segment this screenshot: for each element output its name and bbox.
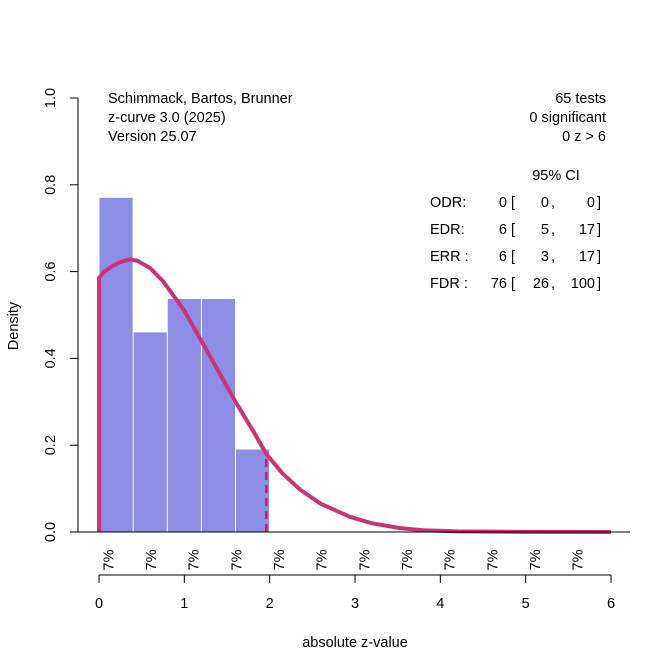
credit-line-version-year: z-curve 3.0 (2025) (108, 110, 226, 126)
stats-row-err: ERR : 6[3, 17] (430, 249, 601, 265)
stats-row-fdr: FDR : 76[26, 100] (430, 276, 601, 292)
bin-percent-label: 7% (315, 549, 331, 570)
y-tick-label: 0.6 (43, 262, 59, 282)
bin-percent-label: 7% (101, 549, 117, 570)
ci-comma: , (551, 249, 555, 265)
x-tick-label: 6 (607, 596, 615, 612)
ci-close-bracket: ] (597, 222, 601, 238)
y-axis-label: Density (6, 301, 22, 350)
ci-lower: 26 (533, 276, 549, 292)
ci-close-bracket: ] (597, 276, 601, 292)
ci-close-bracket: ] (597, 195, 601, 211)
histogram-bar (167, 298, 201, 532)
stat-label: EDR: (430, 222, 465, 238)
tests-count: 65 tests (555, 91, 606, 107)
ci-lower: 3 (541, 249, 549, 265)
ci-comma: , (551, 195, 555, 211)
y-tick-label: 0.4 (43, 348, 59, 368)
stat-label: ERR : (430, 249, 469, 265)
histogram-bar (236, 449, 270, 532)
x-tick-label: 1 (180, 596, 188, 612)
bin-percent-label: 7% (485, 549, 501, 570)
bin-percent-label: 7% (443, 549, 459, 570)
stat-label: ODR: (430, 195, 466, 211)
ci-upper: 17 (579, 249, 595, 265)
ci-upper: 17 (579, 222, 595, 238)
ci-lower: 5 (541, 222, 549, 238)
x-tick-label: 0 (95, 596, 103, 612)
ci-open-bracket: [ (511, 222, 515, 238)
axes: 0.0 0.2 0.4 0.6 0.8 1.0 0 1 2 3 4 5 6 (43, 88, 630, 612)
y-tick-label: 0.2 (43, 435, 59, 455)
y-tick-label: 1.0 (43, 88, 59, 108)
credit-line-build: Version 25.07 (108, 129, 197, 145)
credit-line-authors: Schimmack, Bartos, Brunner (108, 91, 293, 107)
stat-value: 6 (499, 222, 507, 238)
bin-percent-label: 7% (144, 549, 160, 570)
stat-value: 76 (491, 276, 507, 292)
stat-value: 0 (499, 195, 507, 211)
y-tick-label: 0.8 (43, 175, 59, 195)
ci-open-bracket: [ (511, 249, 515, 265)
stats-row-edr: EDR: 6[5, 17] (430, 222, 601, 238)
ci-header: 95% CI (532, 168, 580, 184)
density-curve-layer (97, 257, 612, 534)
ci-open-bracket: [ (511, 195, 515, 211)
z-over-6-count: 0 z > 6 (562, 129, 606, 145)
x-tick-label: 4 (436, 596, 444, 612)
stats-table: ODR: 0[0, 0]EDR: 6[5, 17]ERR :6[3, 17]FDR :76… (430, 195, 601, 292)
histogram-bars (99, 197, 270, 532)
stats-row-odr: ODR: 0[0, 0] (430, 195, 601, 211)
bin-percent-label: 7% (528, 549, 544, 570)
x-tick-label: 5 (522, 596, 530, 612)
histogram-bar (201, 298, 236, 532)
ci-open-bracket: [ (511, 276, 515, 292)
stat-label: FDR : (430, 276, 468, 292)
ci-lower: 0 (541, 195, 549, 211)
ci-comma: , (551, 276, 555, 292)
ci-comma: , (551, 222, 555, 238)
x-tick-label: 2 (266, 596, 274, 612)
ci-upper: 100 (571, 276, 595, 292)
bin-percent-label: 7% (272, 549, 288, 570)
bin-percent-label: 7% (400, 549, 416, 570)
credits-annotation: Schimmack, Bartos, Brunner z-curve 3.0 (… (108, 91, 293, 145)
ci-upper: 0 (587, 195, 595, 211)
bin-percent-label: 7% (571, 549, 587, 570)
histogram-bar (99, 197, 133, 532)
density-curve (97, 257, 612, 534)
significant-count: 0 significant (529, 110, 606, 126)
bin-percent-label: 7% (357, 549, 373, 570)
bin-percent-label: 7% (187, 549, 203, 570)
bin-percent-labels: 7% 7% 7% 7% 7% 7% 7% 7% 7% 7% 7% 7% (101, 549, 586, 570)
ci-close-bracket: ] (597, 249, 601, 265)
bin-percent-label: 7% (229, 549, 245, 570)
y-tick-label: 0.0 (43, 522, 59, 542)
histogram-bar (133, 332, 167, 532)
stat-value: 6 (499, 249, 507, 265)
x-tick-label: 3 (351, 596, 359, 612)
summary-annotation: 65 tests 0 significant 0 z > 6 95% CI (529, 91, 606, 184)
x-axis-label: absolute z-value (302, 635, 408, 651)
